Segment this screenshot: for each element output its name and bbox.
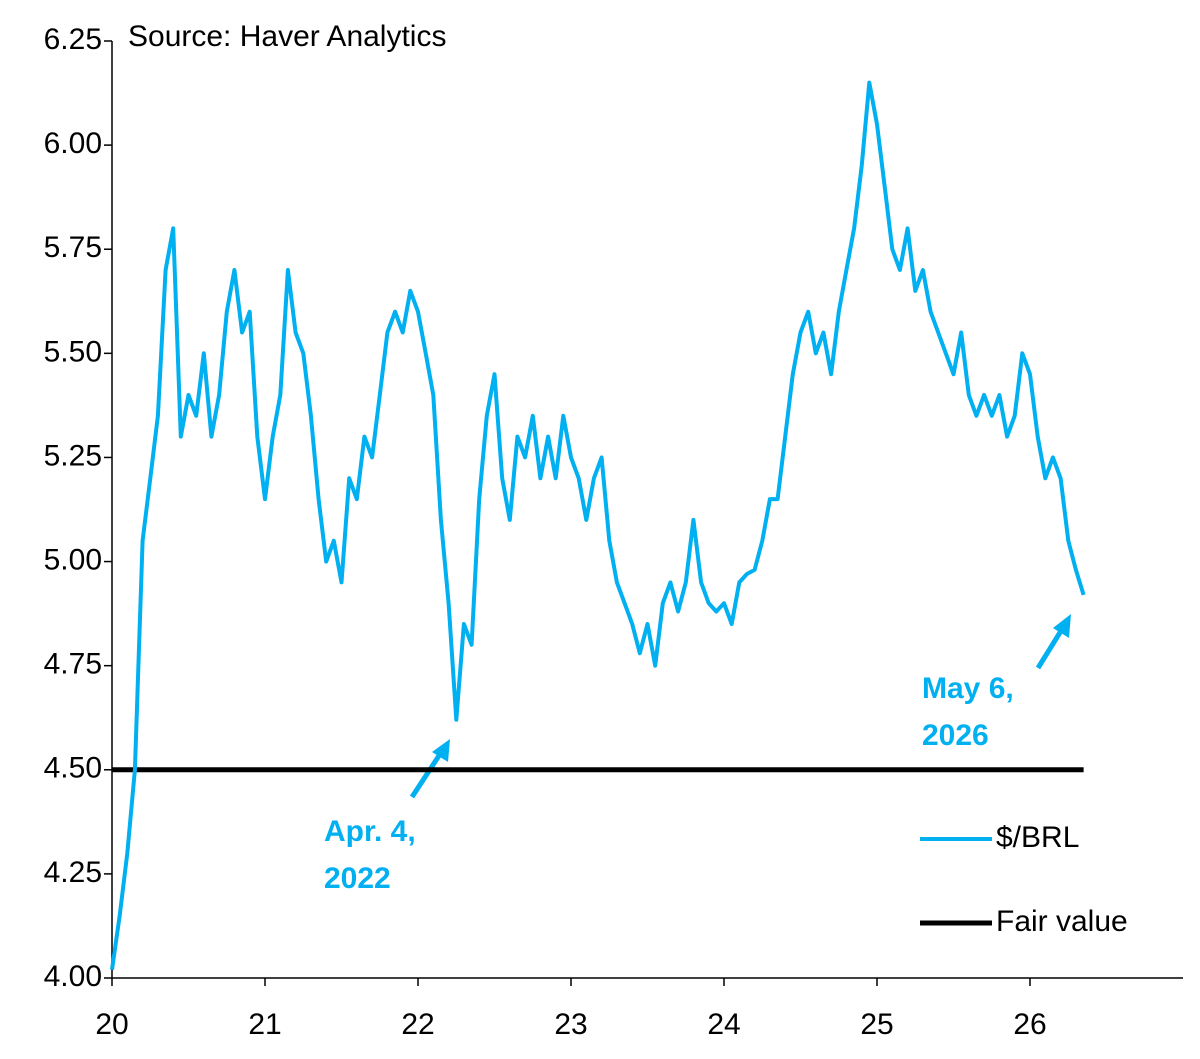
- annotation: 2026: [922, 719, 989, 752]
- annotation: 2022: [324, 862, 391, 895]
- x-tick-label: 25: [860, 1008, 893, 1041]
- y-tick-label: 4.00: [44, 960, 102, 993]
- x-tick-label: 20: [95, 1008, 128, 1041]
- y-tick-label: 5.50: [44, 335, 102, 368]
- series-line: [110, 80, 1086, 970]
- x-tick-label: 21: [248, 1008, 281, 1041]
- x-tick-label: 22: [401, 1008, 434, 1041]
- annotation-arrow: [409, 746, 447, 799]
- x-tick-label: 26: [1013, 1008, 1046, 1041]
- y-tick-label: 6.25: [44, 23, 102, 56]
- y-tick-label: 5.00: [44, 543, 102, 576]
- annotation-arrow: [1035, 624, 1067, 670]
- y-tick-label: 5.75: [44, 231, 102, 264]
- legend-label: Fair value: [996, 905, 1128, 938]
- y-tick-label: 4.25: [44, 856, 102, 889]
- annotation-arrowhead: [432, 739, 450, 762]
- x-tick-label: 24: [707, 1008, 740, 1041]
- annotation: May 6,: [922, 672, 1014, 705]
- x-tick-label: 23: [554, 1008, 587, 1041]
- y-tick-label: 4.50: [44, 752, 102, 785]
- y-tick-label: 5.25: [44, 439, 102, 472]
- source-note: Source: Haver Analytics: [128, 20, 446, 53]
- annotation: Apr. 4,: [324, 815, 416, 848]
- annotation-arrowhead: [1053, 614, 1071, 638]
- y-tick-label: 6.00: [44, 127, 102, 160]
- legend-label: $/BRL: [996, 821, 1079, 854]
- y-tick-label: 4.75: [44, 648, 102, 681]
